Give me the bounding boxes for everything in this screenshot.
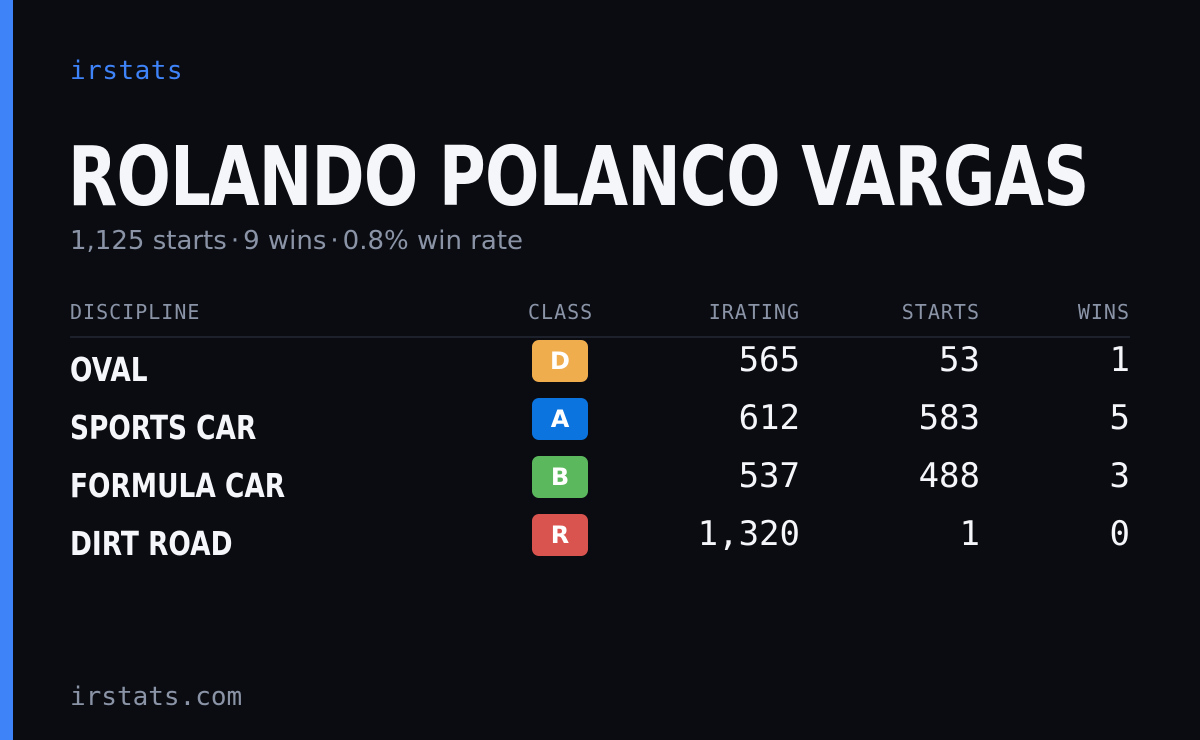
header-wins: WINS [1077, 300, 1130, 324]
row-wins: 5 [1109, 398, 1130, 438]
header-irating: IRATING [708, 300, 800, 324]
row-irating: 537 [738, 456, 800, 496]
summary-separator: · [330, 226, 339, 256]
brand-logo-text: irstats [70, 56, 184, 86]
table-row: DIRT ROAD R 1,320 1 0 [70, 512, 1130, 570]
driver-summary: 1,125 starts · 9 wins · 0.8% win rate [70, 226, 523, 256]
class-badge: R [532, 514, 588, 556]
row-starts: 53 [939, 340, 980, 380]
class-badge: A [532, 398, 588, 440]
row-discipline: FORMULA CAR [70, 466, 286, 505]
discipline-table: DISCIPLINE CLASS IRATING STARTS WINS OVA… [70, 296, 1130, 570]
table-row: FORMULA CAR B 537 488 3 [70, 454, 1130, 512]
row-wins: 3 [1109, 456, 1130, 496]
summary-starts: 1,125 starts [70, 226, 227, 256]
row-discipline: DIRT ROAD [70, 524, 233, 563]
row-discipline: OVAL [70, 350, 148, 389]
table-header: DISCIPLINE CLASS IRATING STARTS WINS [70, 296, 1130, 338]
summary-separator: · [230, 226, 240, 256]
accent-bar [0, 0, 13, 740]
table-row: SPORTS CAR A 612 583 5 [70, 396, 1130, 454]
table-row: OVAL D 565 53 1 [70, 338, 1130, 396]
row-irating: 612 [738, 398, 800, 438]
summary-win-rate: 0.8% win rate [342, 226, 524, 256]
header-discipline: DISCIPLINE [70, 300, 201, 324]
row-starts: 1 [959, 514, 980, 554]
row-starts: 583 [918, 398, 980, 438]
summary-wins: 9 wins [243, 226, 327, 256]
class-badge: B [532, 456, 588, 498]
row-discipline: SPORTS CAR [70, 408, 257, 447]
footer-url: irstats.com [70, 682, 243, 712]
row-starts: 488 [918, 456, 980, 496]
row-irating: 1,320 [697, 514, 800, 554]
header-class: CLASS [528, 300, 594, 324]
driver-name: ROLANDO POLANCO VARGAS [68, 130, 1089, 225]
row-irating: 565 [738, 340, 800, 380]
header-starts: STARTS [901, 300, 980, 324]
row-wins: 1 [1109, 340, 1130, 380]
class-badge: D [532, 340, 588, 382]
row-wins: 0 [1109, 514, 1130, 554]
